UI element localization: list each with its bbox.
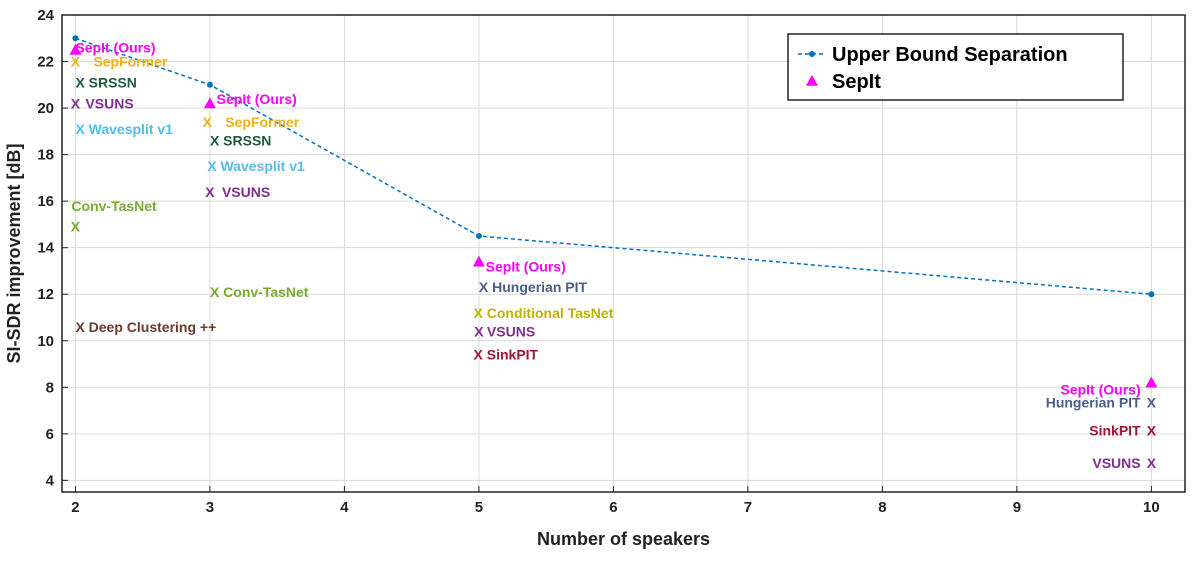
annotation-label: X (71, 219, 81, 235)
x-tick-label: 3 (206, 499, 214, 516)
annotation-label: X Wavesplit v1 (75, 121, 173, 137)
annotation-label: X Conditional TasNet (474, 305, 614, 321)
y-tick-label: 16 (37, 193, 54, 210)
upper-bound-point (1148, 291, 1155, 298)
annotation-label: Conv-TasNet (71, 198, 157, 214)
annotation-label: X (1147, 422, 1157, 438)
y-tick-label: 20 (37, 100, 54, 117)
annotation-label: SepIt (Ours) (1060, 382, 1140, 398)
annotation-label: SepFormer (225, 114, 299, 130)
legend-box (787, 33, 1124, 101)
x-axis-label: Number of speakers (537, 529, 710, 549)
annotation-label: X SRSSN (75, 74, 136, 90)
x-tick-label: 10 (1143, 499, 1160, 516)
annotation-label: X (1147, 455, 1157, 471)
annotation-label: X SRSSN (210, 133, 271, 149)
annotation-label: X (205, 184, 215, 200)
upper-bound-line (75, 37, 1152, 295)
x-tick-label: 6 (609, 499, 617, 516)
upper-bound-point (72, 35, 79, 42)
y-tick-label: 22 (37, 54, 54, 71)
y-tick-label: 18 (37, 147, 54, 164)
sepit-point (472, 255, 485, 267)
grid-lines (62, 14, 1185, 492)
y-tick-label: 8 (46, 379, 54, 396)
upper-bound-point (475, 233, 482, 240)
annotation-label: X (203, 114, 213, 130)
legend-label: SepIt (832, 71, 881, 93)
sepit-point (69, 43, 82, 55)
plot-frame (61, 14, 1186, 493)
annotation-label: VSUNS (222, 184, 270, 200)
annotation-label: X Conv-TasNet (210, 284, 309, 300)
legend-dot-marker (809, 51, 815, 57)
data-series (69, 35, 1158, 388)
y-tick-label: 10 (37, 333, 54, 350)
x-tick-label: 8 (878, 499, 886, 516)
y-tick-label: 4 (46, 472, 55, 489)
y-axis-label: SI-SDR improvement [dB] (4, 143, 24, 363)
y-tick-label: 24 (37, 7, 54, 24)
y-tick-label: 12 (37, 286, 54, 303)
annotation-label: Hungerian PIT (1046, 394, 1141, 410)
y-tick-label: 14 (37, 240, 54, 257)
annotation-label: X Wavesplit v1 (207, 158, 305, 174)
annotation-label: X Deep Clustering ++ (75, 319, 216, 335)
sepit-point (203, 97, 216, 109)
annotation-label: X SinkPIT (474, 347, 539, 363)
annotation-label: SepIt (Ours) (75, 40, 155, 56)
x-tick-label: 9 (1013, 499, 1021, 516)
legend: Upper Bound Separation SepIt (787, 33, 1124, 101)
annotation-label: X (474, 323, 484, 339)
axis-ticks: 2 3 4 5 6 7 8 9 10 4 6 8 10 12 14 16 18 20 22 24 (37, 7, 1159, 516)
annotation-label: SinkPIT (1089, 422, 1141, 438)
annotation-label: SepIt (Ours) (486, 258, 566, 274)
x-tick-label: 5 (475, 499, 483, 516)
legend-triangle-marker (806, 75, 818, 86)
annotation-label: VSUNS (487, 323, 535, 339)
x-tick-label: 4 (340, 499, 349, 516)
x-tick-label: 7 (744, 499, 752, 516)
annotation-label: SepIt (Ours) (217, 91, 297, 107)
y-tick-label: 6 (46, 426, 54, 443)
annotation-label: VSUNS (85, 95, 133, 111)
legend-label: Upper Bound Separation (832, 44, 1068, 66)
annotation-label: SepFormer (93, 54, 167, 70)
annotation-label: X (71, 54, 81, 70)
annotation-label: X (1147, 394, 1157, 410)
upper-bound-point (206, 81, 213, 88)
annotation-label: VSUNS (1092, 455, 1140, 471)
x-tick-label: 2 (71, 499, 79, 516)
sepit-point (1145, 376, 1158, 388)
annotation-label: X (71, 95, 81, 111)
annotation-label: X Hungerian PIT (479, 279, 588, 295)
